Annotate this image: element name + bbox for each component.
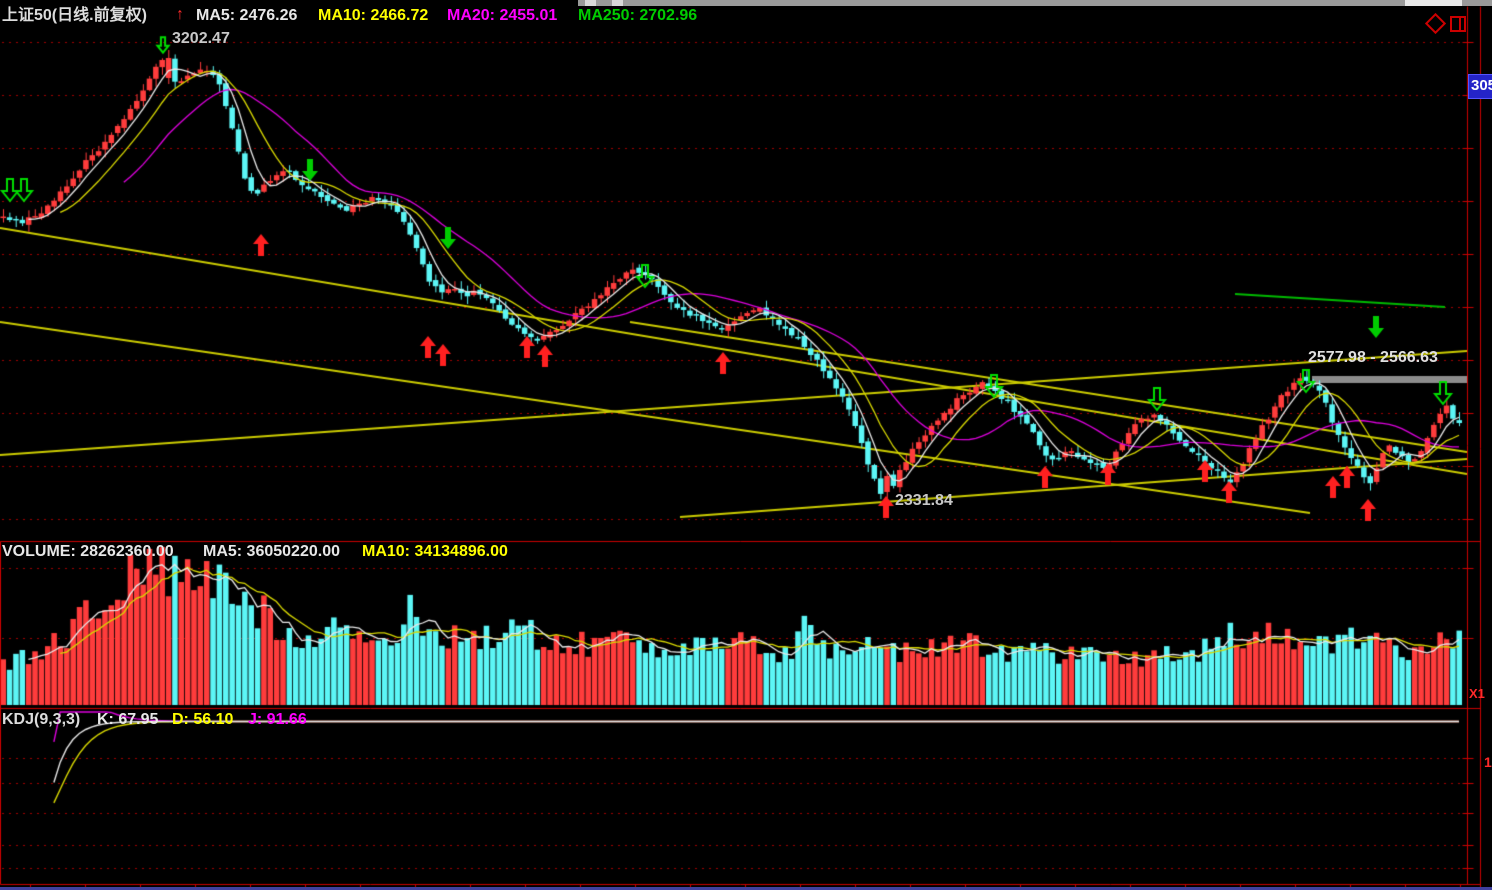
ma250-legend: MA250: 2702.96 <box>578 7 698 24</box>
ma10-legend: MA10: 2466.72 <box>318 7 429 24</box>
trend-up-arrow-icon: ↑ <box>176 6 184 23</box>
kdj-title[interactable]: KDJ(9,3,3) <box>2 711 81 728</box>
kdj-d-label: D: 56.10 <box>172 711 234 728</box>
volume-ma5-label: MA5: 36050220.00 <box>203 543 340 560</box>
bottom-scrollbar-strip[interactable] <box>0 887 1492 890</box>
ma5-legend: MA5: 2476.26 <box>196 7 298 24</box>
kdj-axis-label: 1 <box>1484 754 1492 770</box>
ma20-legend: MA20: 2455.01 <box>447 7 558 24</box>
window-top-strip <box>578 0 1492 6</box>
kdj-j-label: J: 91.66 <box>248 711 307 728</box>
volume-ma10-label: MA10: 34134896.00 <box>362 543 508 560</box>
volume-value-label: VOLUME: 28262360.00 <box>2 543 174 560</box>
price-axis-badge: 305 <box>1468 74 1492 99</box>
kdj-k-label: K: 67.95 <box>97 711 159 728</box>
instrument-title[interactable]: 上证50(日线.前复权) <box>2 7 147 24</box>
volume-scale-label: X1 <box>1469 686 1485 701</box>
top-strip-tick-2 <box>612 0 623 6</box>
split-window-icon[interactable] <box>1450 16 1466 32</box>
low-price-label: 2331.84 <box>895 492 953 509</box>
peak-price-label: 3202.47 <box>172 30 230 47</box>
top-strip-highlight <box>1405 0 1462 6</box>
range-price-label: 2577.98 - 2566.63 <box>1308 349 1438 366</box>
top-strip-tick-1 <box>585 0 596 6</box>
